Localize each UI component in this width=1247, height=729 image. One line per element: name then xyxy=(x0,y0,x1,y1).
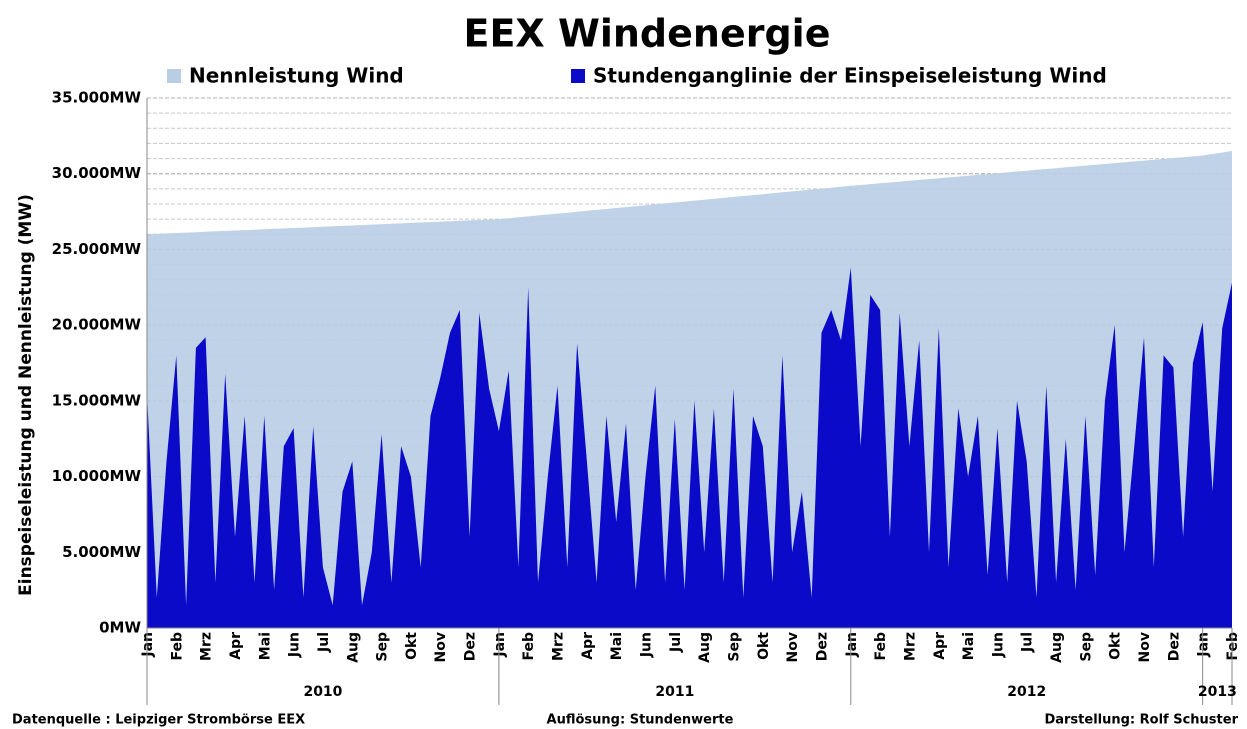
year-label: 2012 xyxy=(1007,684,1046,700)
x-tick-label: Dez xyxy=(463,632,479,661)
x-tick-label: Apr xyxy=(932,632,948,660)
x-tick-label: Feb xyxy=(1225,632,1241,661)
legend-swatch xyxy=(167,69,181,83)
x-tick-label: Jan xyxy=(844,632,860,658)
x-tick-label: Jun xyxy=(639,632,655,658)
x-tick-label: Jan xyxy=(492,632,508,658)
x-tick-label: Aug xyxy=(697,632,713,663)
x-tick-label: Feb xyxy=(169,632,185,661)
x-tick-label: Mrz xyxy=(902,632,918,661)
x-tick-label: Okt xyxy=(756,632,772,660)
y-tick-label: 0MW xyxy=(99,619,141,637)
year-label: 2013 xyxy=(1198,684,1237,700)
x-tick-label: Dez xyxy=(814,632,830,661)
x-tick-label: Jan xyxy=(140,632,156,658)
x-tick-label: Mai xyxy=(961,632,977,660)
footer-source: Datenquelle : Leipziger Strombörse EEX xyxy=(12,713,305,728)
x-tick-label: Nov xyxy=(1137,632,1153,662)
y-axis-label: Einspeiseleistung und Nennleistung (MW) xyxy=(16,194,36,596)
x-tick-label: Feb xyxy=(521,632,537,661)
year-label: 2011 xyxy=(655,684,694,700)
y-tick-label: 5.000MW xyxy=(62,543,141,561)
legend-label: Nennleistung Wind xyxy=(189,64,404,88)
y-tick-label: 35.000MW xyxy=(52,89,142,107)
y-tick-label: 25.000MW xyxy=(52,240,142,258)
x-tick-label: Dez xyxy=(1166,632,1182,661)
x-tick-label: Mai xyxy=(609,632,625,660)
footer-author: Darstellung: Rolf Schuster xyxy=(1044,713,1238,728)
x-tick-label: Sep xyxy=(1078,632,1094,662)
y-tick-label: 10.000MW xyxy=(52,467,142,485)
legend-swatch xyxy=(571,69,585,83)
x-tick-label: Sep xyxy=(375,632,391,662)
x-tick-label: Jan xyxy=(1196,632,1212,658)
x-tick-label: Jun xyxy=(287,632,303,658)
y-tick-label: 30.000MW xyxy=(52,164,142,182)
x-tick-label: Nov xyxy=(433,632,449,662)
area-series xyxy=(147,267,1232,628)
x-tick-label: Jul xyxy=(1020,632,1036,653)
legend-label: Stundenganglinie der Einspeiseleistung W… xyxy=(593,64,1107,88)
x-tick-label: Jul xyxy=(316,632,332,653)
chart-title: EEX Windenergie xyxy=(464,12,831,56)
x-tick-label: Apr xyxy=(580,632,596,660)
x-tick-label: Mrz xyxy=(551,632,567,661)
footer-resolution: Auflösung: Stundenwerte xyxy=(547,713,734,728)
x-tick-label: Okt xyxy=(404,632,420,660)
x-tick-label: Feb xyxy=(873,632,889,661)
x-tick-label: Jul xyxy=(668,632,684,653)
y-tick-label: 15.000MW xyxy=(52,391,142,409)
x-tick-label: Jun xyxy=(990,632,1006,658)
x-tick-label: Mai xyxy=(257,632,273,660)
x-tick-label: Apr xyxy=(228,632,244,660)
x-tick-label: Mrz xyxy=(199,632,215,661)
x-tick-label: Aug xyxy=(345,632,361,663)
x-tick-label: Sep xyxy=(726,632,742,662)
x-tick-label: Aug xyxy=(1049,632,1065,663)
y-tick-label: 20.000MW xyxy=(52,316,142,334)
x-tick-label: Okt xyxy=(1108,632,1124,660)
x-tick-label: Nov xyxy=(785,632,801,662)
year-label: 2010 xyxy=(303,684,342,700)
